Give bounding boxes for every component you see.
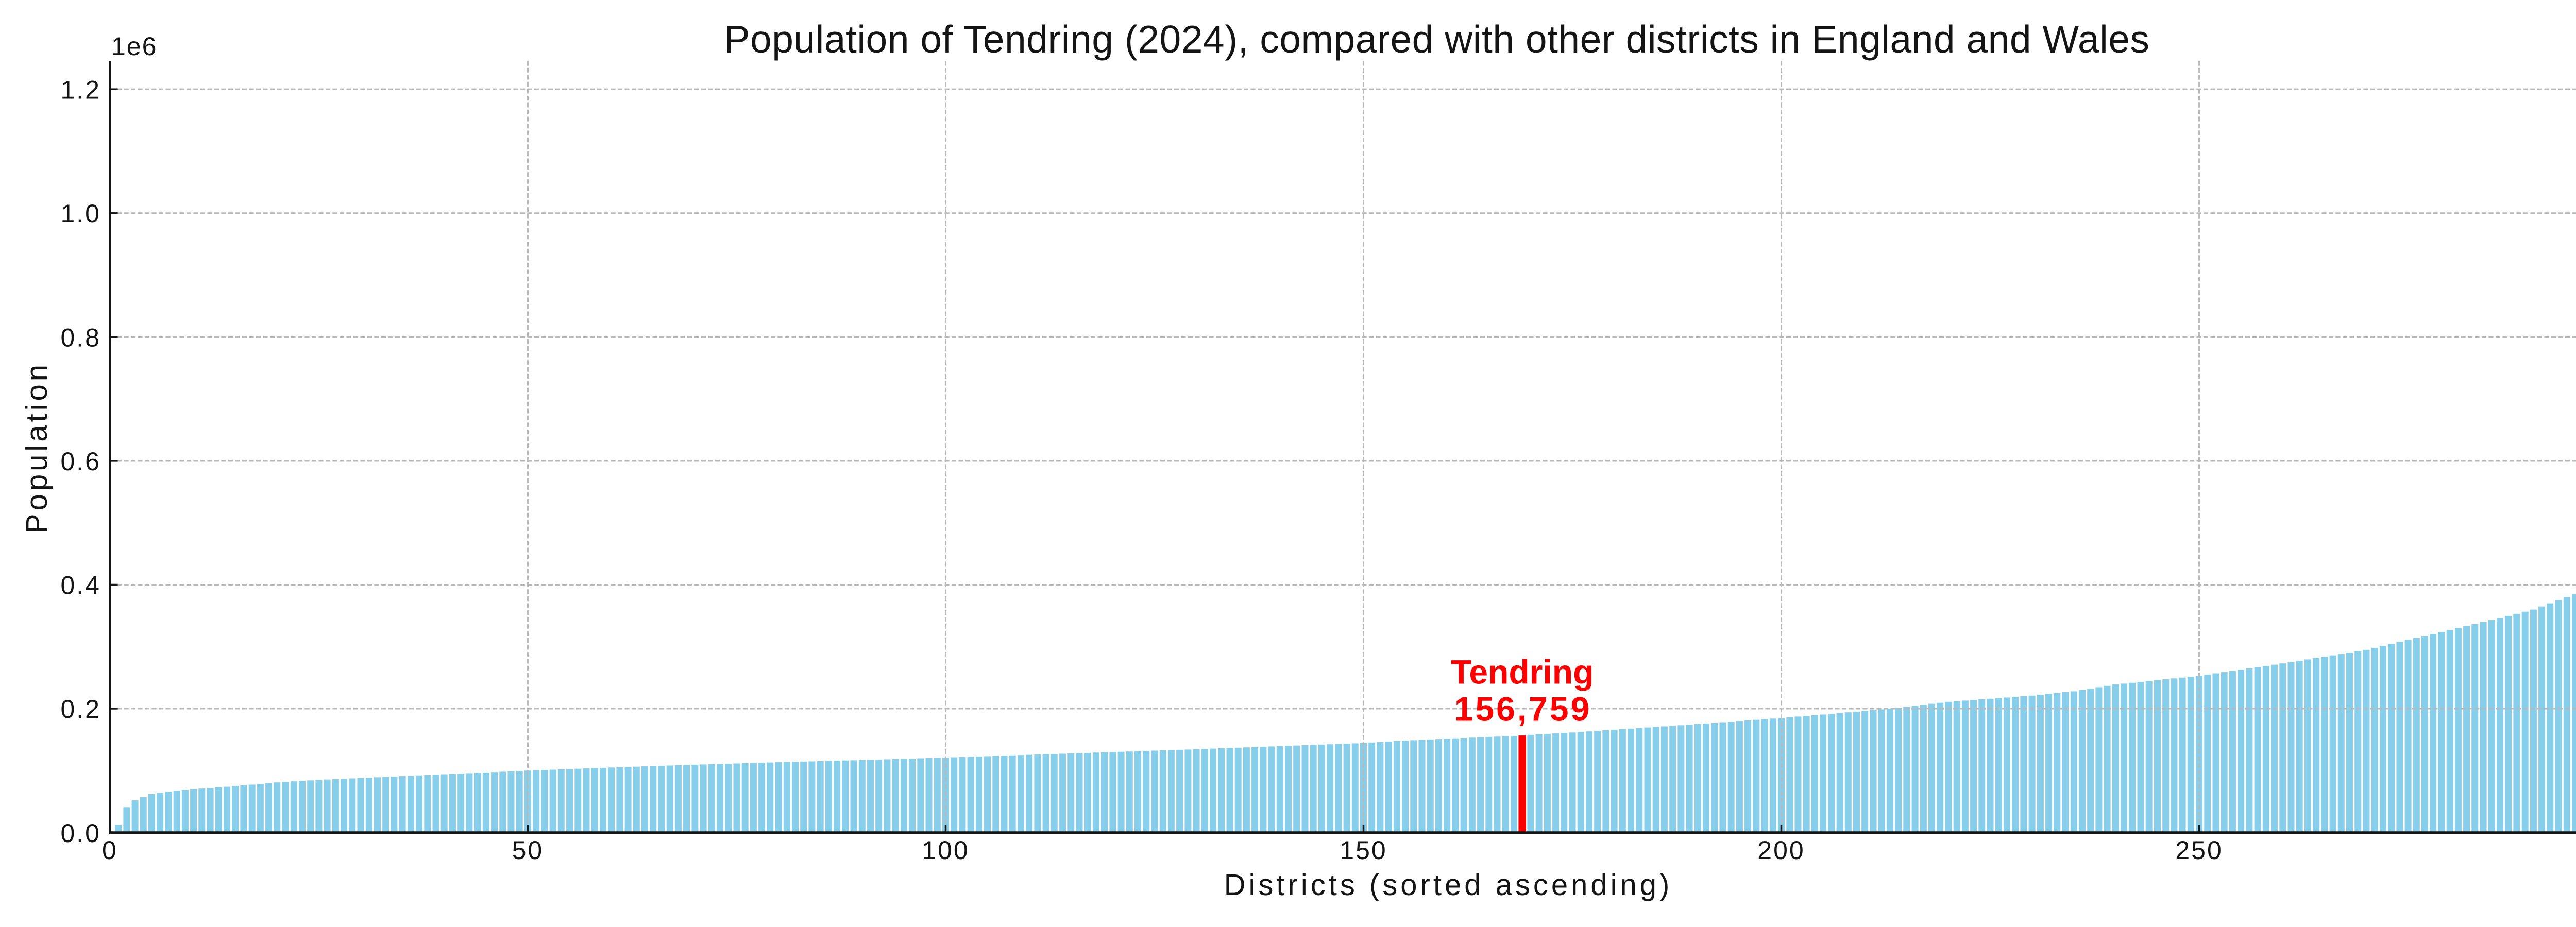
svg-text:0.2: 0.2 [60, 695, 101, 724]
svg-text:Tendring: Tendring [1451, 653, 1594, 691]
svg-text:1e6: 1e6 [111, 32, 157, 61]
svg-text:1.0: 1.0 [60, 199, 101, 228]
svg-text:156,759: 156,759 [1454, 690, 1592, 728]
svg-text:Population: Population [20, 362, 54, 534]
svg-text:0.6: 0.6 [60, 447, 101, 476]
svg-text:200: 200 [1757, 836, 1805, 865]
svg-text:0.0: 0.0 [60, 819, 101, 848]
svg-text:50: 50 [512, 836, 544, 865]
svg-text:Population of Tendring (2024),: Population of Tendring (2024), compared … [724, 18, 2149, 61]
svg-text:100: 100 [922, 836, 969, 865]
svg-text:150: 150 [1340, 836, 1387, 865]
svg-text:1.2: 1.2 [60, 75, 101, 104]
svg-text:0.4: 0.4 [60, 571, 101, 600]
svg-text:0: 0 [102, 836, 118, 865]
svg-text:250: 250 [2175, 836, 2223, 865]
svg-text:0.8: 0.8 [60, 323, 101, 352]
svg-text:Districts (sorted ascending): Districts (sorted ascending) [1224, 868, 1673, 902]
